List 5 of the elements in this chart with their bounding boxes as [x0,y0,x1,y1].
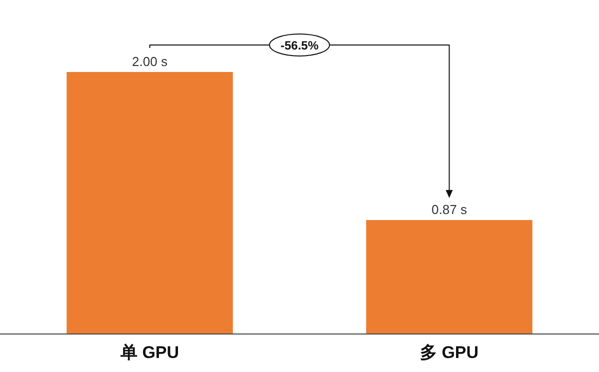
x-tick-label: 多 GPU [420,343,479,362]
data-label: 0.87 s [432,202,468,218]
data-label: 2.00 s [132,54,168,69]
x-tick-label: 单 GPU [119,343,180,362]
text: -56.5% [280,38,319,52]
